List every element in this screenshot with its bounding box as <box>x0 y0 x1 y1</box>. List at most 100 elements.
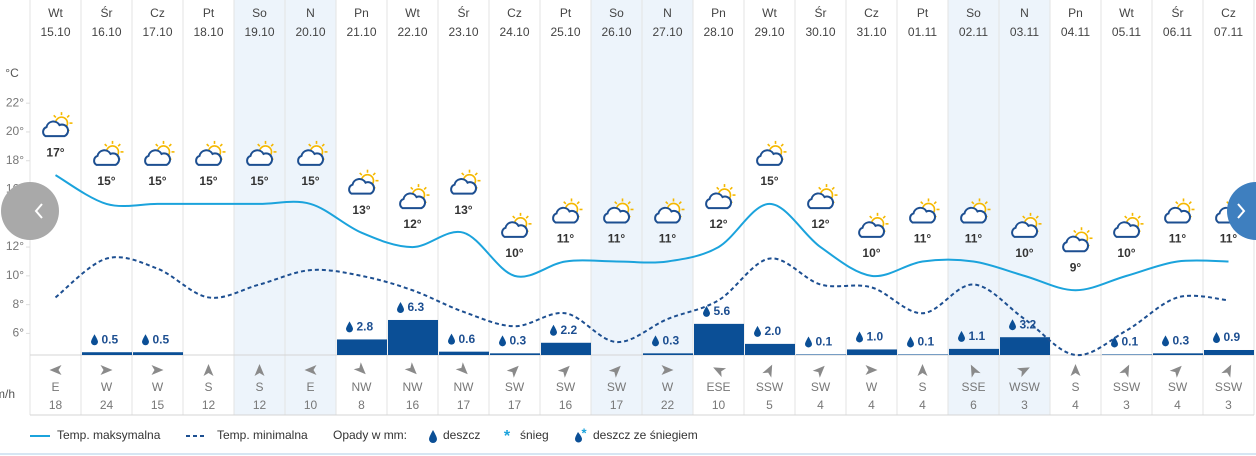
sleet-icon-flake: * <box>581 425 587 440</box>
max-temp-label: 9° <box>1070 260 1082 274</box>
sun-ray <box>66 114 70 119</box>
precip-label: 5.6 <box>714 304 731 318</box>
sun-ray <box>1124 215 1128 219</box>
sun-ray <box>984 201 988 205</box>
wind-speed: 10 <box>304 398 318 412</box>
day-name: Pt <box>203 6 215 20</box>
legend-rain: deszcz <box>443 428 480 442</box>
max-temp-label: 15° <box>148 174 166 188</box>
sun-ray <box>53 114 57 119</box>
wind-speed: 17 <box>457 398 471 412</box>
date: 21.10 <box>346 25 376 39</box>
cloud <box>1011 221 1039 238</box>
drop-icon <box>754 325 761 337</box>
wind-speed: 16 <box>559 398 573 412</box>
wind-speed: 24 <box>100 398 114 412</box>
sun-ray <box>206 143 210 147</box>
weekend-band <box>285 0 336 415</box>
wind-arrow <box>353 362 366 375</box>
wind-direction: SSW <box>1215 380 1243 394</box>
y-unit: °C <box>5 66 19 80</box>
weather-icon <box>756 140 787 166</box>
max-temp-label: 11° <box>914 232 932 246</box>
sun-ray <box>410 186 414 190</box>
day-name: Pn <box>711 6 726 20</box>
weather-icon <box>93 140 124 166</box>
wind-speed: 4 <box>1174 398 1181 412</box>
weather-icon <box>654 198 685 224</box>
precip-label: 0.3 <box>663 334 680 348</box>
sun-ray <box>461 172 465 176</box>
min-temp-line <box>54 256 1229 357</box>
weather-icon <box>909 198 940 224</box>
wind-direction: S <box>204 380 212 394</box>
precip-bar <box>133 352 183 355</box>
weather-icon <box>858 212 889 238</box>
drop-icon <box>1009 319 1016 331</box>
snow-icon: * <box>504 428 511 445</box>
day-name: Pt <box>917 6 929 20</box>
date: 16.10 <box>91 25 121 39</box>
y-tick-label: 12° <box>6 239 24 253</box>
wind-direction: SSW <box>1113 380 1141 394</box>
weather-icon <box>297 140 328 166</box>
cloud <box>1164 206 1192 224</box>
day-name: Cz <box>150 6 165 20</box>
day-name: So <box>609 6 624 20</box>
y-tick-label: 6° <box>13 326 25 340</box>
precip-label: 0.6 <box>459 332 476 346</box>
wind-direction: NW <box>352 380 373 394</box>
precip-label: 2.0 <box>765 324 782 338</box>
day-name: Pt <box>560 6 572 20</box>
max-temp-label: 15° <box>301 174 319 188</box>
max-temp-label: 15° <box>250 174 268 188</box>
sun-ray <box>155 143 159 147</box>
precip-label: 2.2 <box>561 323 578 337</box>
sun-ray <box>270 143 274 147</box>
precip-bar <box>1000 337 1050 355</box>
weather-icon <box>144 140 175 166</box>
sun-ray <box>767 143 771 147</box>
wind-arrow <box>812 365 825 378</box>
nav-next[interactable] <box>1227 182 1256 240</box>
precip-bar <box>1153 353 1203 355</box>
max-temp-label: 11° <box>965 232 983 246</box>
cloud <box>42 120 70 138</box>
sun-ray <box>257 143 261 147</box>
max-temp-label: 15° <box>199 174 217 188</box>
weather-icon <box>246 140 277 166</box>
wind-speed: 4 <box>1072 398 1079 412</box>
date: 31.10 <box>856 25 886 39</box>
weather-icon <box>552 198 583 224</box>
max-temp-label: 11° <box>659 232 677 246</box>
wind-arrow <box>557 365 570 378</box>
sun-ray <box>308 143 312 147</box>
wind-speed: 18 <box>49 398 63 412</box>
day-name: Cz <box>864 6 879 20</box>
sun-ray <box>1086 229 1090 234</box>
sun-ray <box>1188 201 1192 205</box>
drop-icon <box>1111 336 1118 348</box>
y-tick-label: 20° <box>6 124 24 138</box>
precip-label: 1.0 <box>867 330 884 344</box>
drop-icon <box>550 324 557 336</box>
nav-prev[interactable] <box>1 182 59 240</box>
precip-bar <box>1204 349 1254 355</box>
drop-icon <box>346 321 353 333</box>
cloud <box>93 149 121 166</box>
max-temp-label: 11° <box>1220 232 1238 246</box>
precip-bar <box>949 348 999 355</box>
wind-arrow <box>917 364 928 376</box>
max-temp-label: 10° <box>1117 246 1135 260</box>
max-temp-label: 17° <box>46 145 64 159</box>
cloud <box>195 149 223 166</box>
sun-ray <box>474 172 478 176</box>
precip-label: 0.1 <box>816 335 833 349</box>
sun-ray <box>614 201 618 205</box>
weather-icon <box>42 112 73 138</box>
wind-direction: S <box>918 380 926 394</box>
wind-arrow <box>100 365 113 375</box>
wind-direction: WSW <box>1009 380 1040 394</box>
weather-icon <box>501 212 532 238</box>
wind-speed: 4 <box>919 398 926 412</box>
